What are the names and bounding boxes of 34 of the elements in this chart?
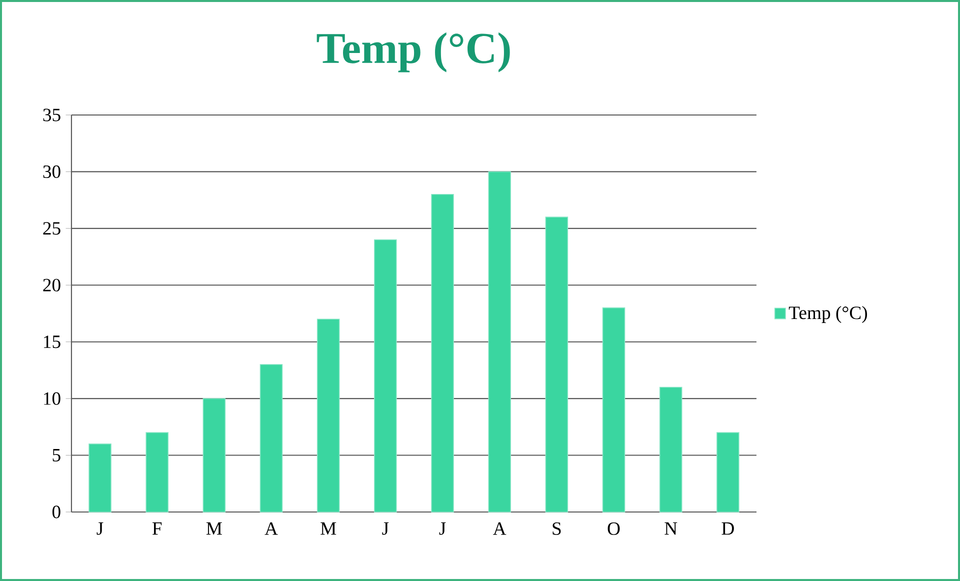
bar [316, 318, 340, 512]
chart-title: Temp (°C) [316, 32, 510, 72]
y-tick-label: 35 [43, 108, 60, 122]
x-tick-label: M [320, 522, 336, 535]
legend-label: Temp (°C) [788, 306, 867, 323]
x-tick-label: A [264, 522, 278, 535]
x-tick-label: A [493, 522, 506, 535]
bar [488, 171, 511, 512]
y-tick-label: 30 [43, 165, 60, 178]
bar [146, 432, 168, 512]
y-tick-label: 5 [52, 449, 60, 462]
bar [431, 194, 454, 512]
bar [602, 307, 626, 512]
x-tick-label: J [96, 522, 104, 535]
x-tick-label: F [152, 522, 162, 535]
x-tick-label: S [552, 522, 561, 535]
x-tick-label: D [722, 522, 734, 535]
bar [202, 398, 226, 512]
x-tick-label: N [664, 522, 678, 535]
x-tick-label: J [382, 522, 389, 535]
y-tick-label: 20 [43, 278, 60, 292]
x-tick-label: O [608, 522, 620, 535]
y-tick-label: 15 [44, 336, 60, 348]
bar [659, 386, 682, 512]
y-tick-label: 10 [44, 392, 60, 405]
y-tick-label: 25 [43, 222, 60, 235]
bar [545, 216, 568, 512]
x-tick-label: J [439, 522, 446, 535]
bar [374, 239, 397, 512]
bar [260, 364, 283, 512]
y-tick-label: 0 [52, 506, 60, 518]
bar [716, 432, 740, 512]
bar [88, 444, 112, 512]
x-tick-label: M [206, 522, 222, 535]
